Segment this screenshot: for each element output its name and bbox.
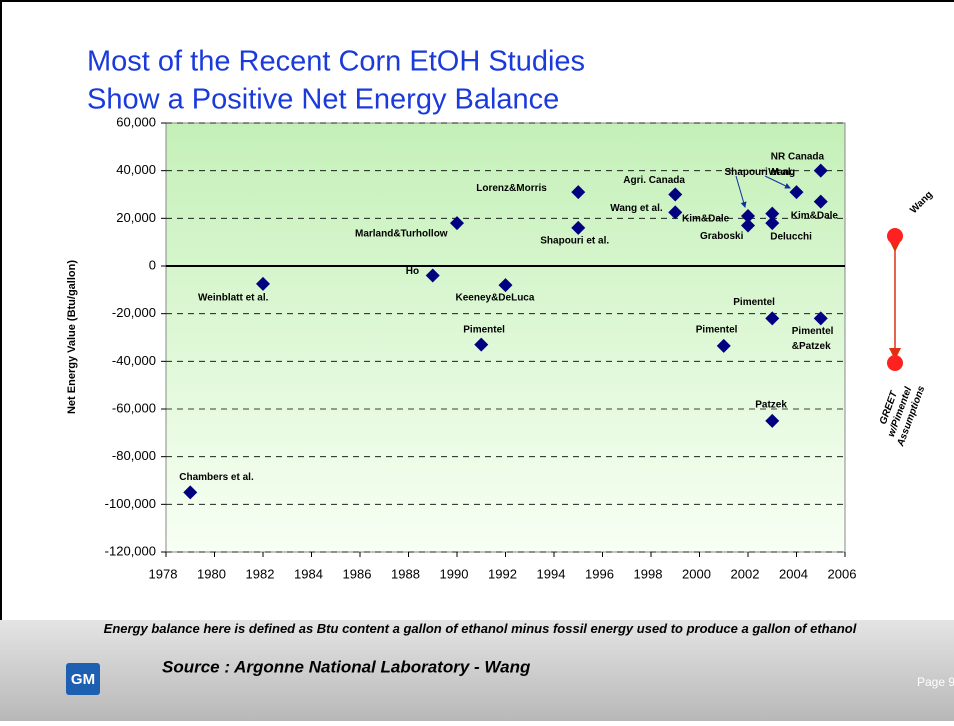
point-label: Shapouri et al. bbox=[540, 236, 609, 247]
point-label: Kim&Dale bbox=[682, 214, 730, 225]
point bbox=[571, 220, 586, 235]
point bbox=[474, 337, 489, 352]
y-tick-label: 40,000 bbox=[116, 162, 156, 177]
point-label: Pimentel bbox=[463, 324, 505, 335]
point bbox=[256, 276, 270, 291]
y-tick-label: -100,000 bbox=[105, 496, 156, 511]
x-tick-label: 2000 bbox=[682, 566, 711, 581]
y-axis-label: Net Energy Value (Btu/gallon) bbox=[66, 260, 78, 414]
source: Source : Argonne National Laboratory - W… bbox=[162, 657, 531, 676]
point bbox=[498, 278, 513, 293]
page-number: Page 9 bbox=[917, 675, 954, 689]
point bbox=[716, 338, 731, 353]
point bbox=[741, 208, 755, 223]
point-label: Kim&Dale bbox=[791, 210, 839, 221]
point bbox=[789, 185, 804, 200]
point bbox=[425, 268, 440, 283]
point bbox=[765, 216, 780, 231]
point-label: Agri. Canada bbox=[623, 175, 685, 186]
y-tick-label: 60,000 bbox=[116, 114, 156, 129]
y-tick-label: -120,000 bbox=[105, 543, 156, 558]
y-tick-label: 0 bbox=[149, 257, 156, 272]
point-label: Patzek bbox=[755, 400, 787, 411]
point-label: NR Canada bbox=[771, 151, 825, 162]
greet-dot bbox=[887, 355, 903, 371]
point-label: &Patzek bbox=[792, 341, 831, 352]
point bbox=[183, 485, 198, 500]
x-tick-label: 1998 bbox=[634, 566, 663, 581]
point bbox=[813, 311, 828, 326]
point-label: Weinblatt et al. bbox=[198, 293, 269, 304]
point-label: Pimentel bbox=[792, 326, 834, 337]
x-tick-label: 2004 bbox=[779, 566, 808, 581]
point bbox=[813, 194, 828, 209]
wang-dot bbox=[887, 228, 903, 244]
y-tick-label: -60,000 bbox=[112, 400, 156, 415]
plot-area bbox=[165, 122, 846, 553]
point-label: Wang et al. bbox=[610, 203, 663, 214]
x-tick-label: 1984 bbox=[294, 566, 323, 581]
point bbox=[450, 216, 464, 231]
point-label: Wang bbox=[768, 167, 795, 178]
x-tick-label: 1980 bbox=[197, 566, 226, 581]
footer-band bbox=[0, 620, 954, 721]
point-label: Pimentel bbox=[733, 297, 775, 308]
x-tick-label: 2006 bbox=[828, 566, 857, 581]
point bbox=[741, 218, 755, 233]
pointer bbox=[735, 175, 747, 208]
x-tick-label: 1978 bbox=[149, 566, 178, 581]
x-tick-label: 1990 bbox=[440, 566, 469, 581]
x-tick-label: 1994 bbox=[537, 566, 566, 581]
point-label: Ho bbox=[406, 266, 419, 277]
y-tick-label: -20,000 bbox=[112, 305, 156, 320]
point-label: Chambers et al. bbox=[179, 472, 254, 483]
footnote: Energy balance here is defined as Btu co… bbox=[103, 622, 857, 636]
title-line: Most of the Recent Corn EtOH Studies bbox=[87, 46, 585, 78]
footnote-box: Energy balance here is defined as Btu co… bbox=[103, 622, 857, 636]
title-line: Show a Positive Net Energy Balance bbox=[87, 84, 559, 116]
plot: -120,000 -100,000 -80,000 -60,000 -40,000 -20… bbox=[105, 114, 857, 581]
x-tick-label: 1996 bbox=[585, 566, 614, 581]
y-tick-label: -40,000 bbox=[112, 353, 156, 368]
x-tick-label: 2002 bbox=[731, 566, 760, 581]
point bbox=[668, 187, 683, 202]
point-label: Lorenz&Morris bbox=[476, 183, 547, 194]
logo-text: GM bbox=[71, 671, 95, 688]
y-tick-label: 20,000 bbox=[116, 210, 156, 225]
point-label: Keeney&DeLuca bbox=[456, 293, 535, 304]
point-label: Graboski bbox=[700, 231, 744, 242]
point-label: Pimentel bbox=[696, 324, 738, 335]
y-tick-label: -80,000 bbox=[112, 448, 156, 463]
point-label: Shapouri et al. bbox=[725, 167, 794, 178]
x-tick-label: 1986 bbox=[343, 566, 372, 581]
x-tick-label: 1988 bbox=[391, 566, 420, 581]
point-label: Marland&Turhollow bbox=[355, 229, 448, 240]
point bbox=[765, 206, 780, 221]
x-tick-label: 1982 bbox=[246, 566, 275, 581]
point-label: Delucchi bbox=[770, 232, 812, 243]
point bbox=[765, 413, 780, 428]
point bbox=[571, 185, 586, 200]
pointer bbox=[764, 175, 791, 189]
point bbox=[765, 311, 780, 326]
point bbox=[668, 205, 683, 220]
logo bbox=[66, 663, 100, 695]
point bbox=[813, 163, 828, 178]
x-tick-label: 1992 bbox=[488, 566, 517, 581]
